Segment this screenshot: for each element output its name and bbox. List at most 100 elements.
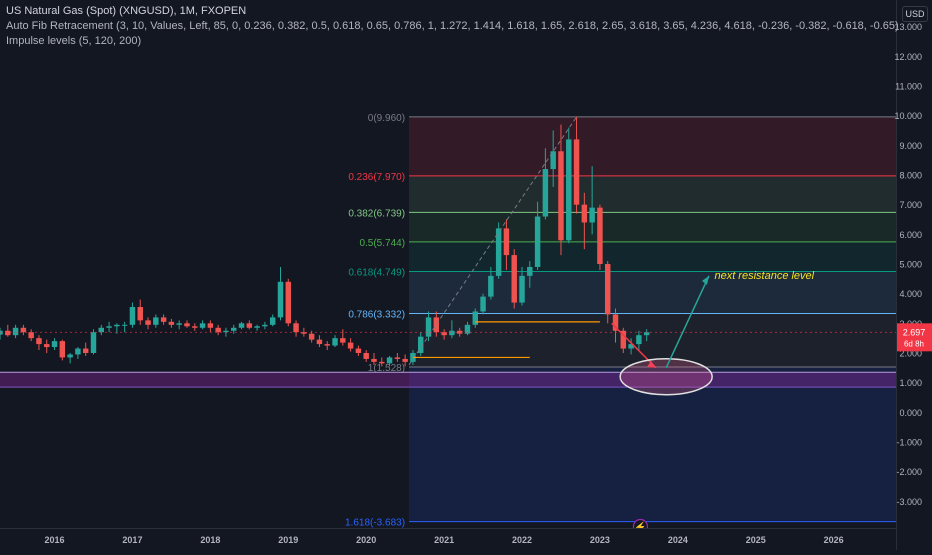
candle-body (643, 332, 650, 336)
candle-body (51, 341, 58, 348)
impulse-zone (0, 371, 896, 388)
candle-body (238, 323, 245, 328)
candle-body (168, 321, 175, 325)
candle-body (254, 326, 260, 328)
candle-body (581, 204, 588, 223)
candle-body (495, 228, 502, 276)
candle-body (129, 307, 136, 325)
fib-level-label: 0.5(5.744) (359, 238, 405, 249)
candle-body (160, 317, 167, 322)
candle-body (316, 339, 323, 345)
fib-level-label: 0.382(6.739) (348, 208, 405, 219)
candle-body (441, 332, 447, 336)
candle-body (20, 327, 27, 333)
candle-body (215, 327, 221, 333)
candle-body (269, 317, 276, 325)
symbol-title[interactable]: US Natural Gas (Spot) (XNGUSD), 1M, FXOP… (6, 5, 247, 17)
up-arrow (665, 275, 710, 369)
candle-body (394, 357, 401, 359)
candle-body (480, 296, 486, 312)
candle-body (332, 338, 338, 346)
candle-body (98, 327, 105, 333)
candle-body (550, 151, 556, 170)
candle-body (628, 344, 634, 349)
candle-body (589, 207, 595, 223)
fib-level-label: 0(9.960) (368, 113, 405, 124)
candle-body (472, 311, 478, 325)
up-arrow-head (702, 275, 710, 285)
fib-indicator-label[interactable]: Auto Fib Retracement (3, 10, Values, Lef… (6, 20, 899, 32)
down-arrow-head (647, 360, 657, 368)
candle-body (604, 264, 611, 315)
annotation-next-resistance: next resistance level (714, 270, 814, 282)
candle-body (28, 332, 34, 339)
candle-body (636, 335, 642, 345)
candle-body (308, 333, 315, 340)
candle-body (511, 255, 517, 303)
candle-body (301, 332, 307, 334)
candle-body (75, 348, 81, 355)
candle-body (44, 344, 50, 348)
candle-body (612, 314, 619, 331)
candle-body (534, 216, 541, 267)
candle-body (371, 358, 377, 362)
impulse-indicator-label[interactable]: Impulse levels (5, 120, 200) (6, 35, 142, 47)
candle-body (363, 352, 369, 359)
candle-body (59, 341, 66, 358)
candle-body (192, 326, 198, 328)
candle-body (324, 344, 330, 346)
fib-zone (409, 366, 896, 522)
candle-body (542, 169, 549, 217)
candle-body (573, 139, 580, 205)
currency-button[interactable]: USD (902, 6, 928, 22)
chart-legend: US Natural Gas (Spot) (XNGUSD), 1M, FXOP… (6, 4, 899, 49)
candle-body (425, 317, 432, 337)
candle-body (121, 324, 128, 326)
candle-body (340, 338, 346, 343)
candle-body (433, 317, 440, 333)
candle-body (527, 266, 533, 276)
candles (0, 116, 650, 367)
candle-body (12, 327, 19, 336)
fib-zone (409, 241, 896, 272)
candle-body (503, 228, 510, 256)
candle-body (285, 281, 292, 324)
fib-level-label: 1(1.528) (368, 363, 405, 374)
candle-body (355, 348, 362, 353)
candle-body (277, 281, 284, 318)
candle-body (199, 323, 206, 328)
candle-body (223, 330, 229, 333)
candle-body (207, 323, 214, 328)
candle-body (566, 139, 572, 241)
candle-body (114, 324, 120, 327)
fib-level-label: 0.236(7.970) (348, 172, 405, 183)
candle-body (379, 361, 385, 364)
candle-body (246, 323, 253, 328)
candle-body (558, 151, 564, 241)
fib-level-label: 0.786(3.332) (348, 309, 405, 320)
candle-body (262, 324, 268, 327)
target-ellipse (619, 357, 713, 396)
fib-level-label: 0.618(4.749) (348, 267, 405, 278)
fib-level-label: 1.618(-3.683) (345, 518, 405, 529)
candle-body (153, 317, 159, 325)
trend-dashed-line (408, 116, 577, 366)
candle-body (456, 330, 463, 334)
candle-body (145, 320, 151, 325)
impulse-band (0, 372, 896, 388)
candle-body (231, 327, 237, 331)
candle-body (488, 275, 494, 297)
candle-body (597, 207, 603, 264)
fib-zones (409, 116, 896, 522)
candle-body (67, 354, 73, 358)
candle-body (519, 275, 525, 303)
candle-body (106, 326, 112, 328)
candle-body (137, 307, 143, 321)
fib-zone (409, 175, 896, 213)
fib-zone (409, 116, 896, 176)
candle-body (293, 323, 299, 333)
candle-body (386, 357, 393, 364)
fib-zone (409, 212, 896, 242)
